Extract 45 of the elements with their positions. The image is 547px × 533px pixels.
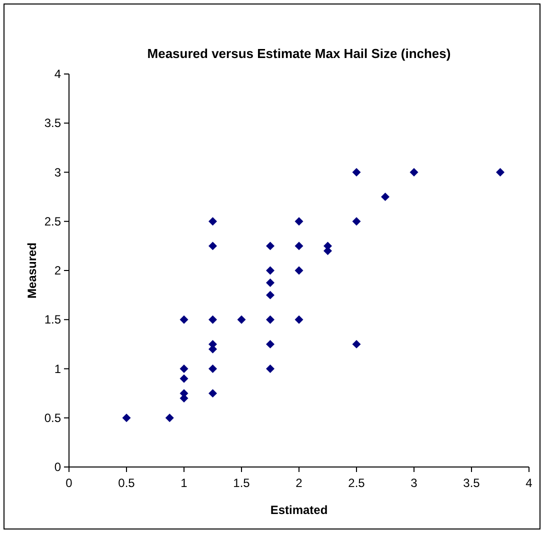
point <box>180 315 188 324</box>
y-tick-label: 3 <box>54 165 62 180</box>
point <box>266 340 274 348</box>
point <box>294 315 304 324</box>
point <box>266 290 274 300</box>
chart-title: Measured versus Estimate Max Hail Size (inches) <box>147 46 451 61</box>
point <box>266 364 274 373</box>
point <box>208 242 217 250</box>
x-tick-label: 0 <box>66 476 73 490</box>
point <box>294 266 304 275</box>
x-tick-label: 1 <box>180 476 188 490</box>
y-tick-label: 0 <box>54 460 62 474</box>
y-tick-label: 2 <box>54 264 62 278</box>
x-tick-label: 1.5 <box>233 476 250 490</box>
y-tick-label: 1 <box>54 362 62 376</box>
x-axis-title: Estimated <box>270 503 328 517</box>
x-tick-label: 3.5 <box>463 476 480 490</box>
point <box>352 340 361 348</box>
point <box>208 389 217 398</box>
point <box>122 414 131 422</box>
y-tick-label: 2.5 <box>44 214 62 228</box>
point <box>266 315 274 324</box>
point <box>180 374 188 383</box>
y-tick-label: 1.5 <box>44 312 62 327</box>
point <box>208 217 217 226</box>
point <box>352 217 361 226</box>
x-tick-label: 2.5 <box>348 476 366 490</box>
point <box>266 278 274 288</box>
point <box>208 364 217 373</box>
point <box>294 242 304 250</box>
y-axis-title: Measured <box>25 242 39 299</box>
y-tick-label: 4 <box>54 67 62 81</box>
point <box>237 315 246 324</box>
x-tick-label: 0.5 <box>118 476 136 490</box>
point <box>165 414 174 422</box>
point <box>496 168 504 176</box>
point <box>266 242 274 250</box>
x-tick-label: 2 <box>296 476 303 490</box>
x-tick-label: 3 <box>410 476 418 490</box>
point <box>208 315 217 324</box>
point <box>294 217 304 226</box>
y-tick-label: 3.5 <box>44 116 62 130</box>
y-tick-label: 0.5 <box>44 410 62 425</box>
x-tick-label: 4 <box>526 476 533 490</box>
point <box>381 192 390 202</box>
